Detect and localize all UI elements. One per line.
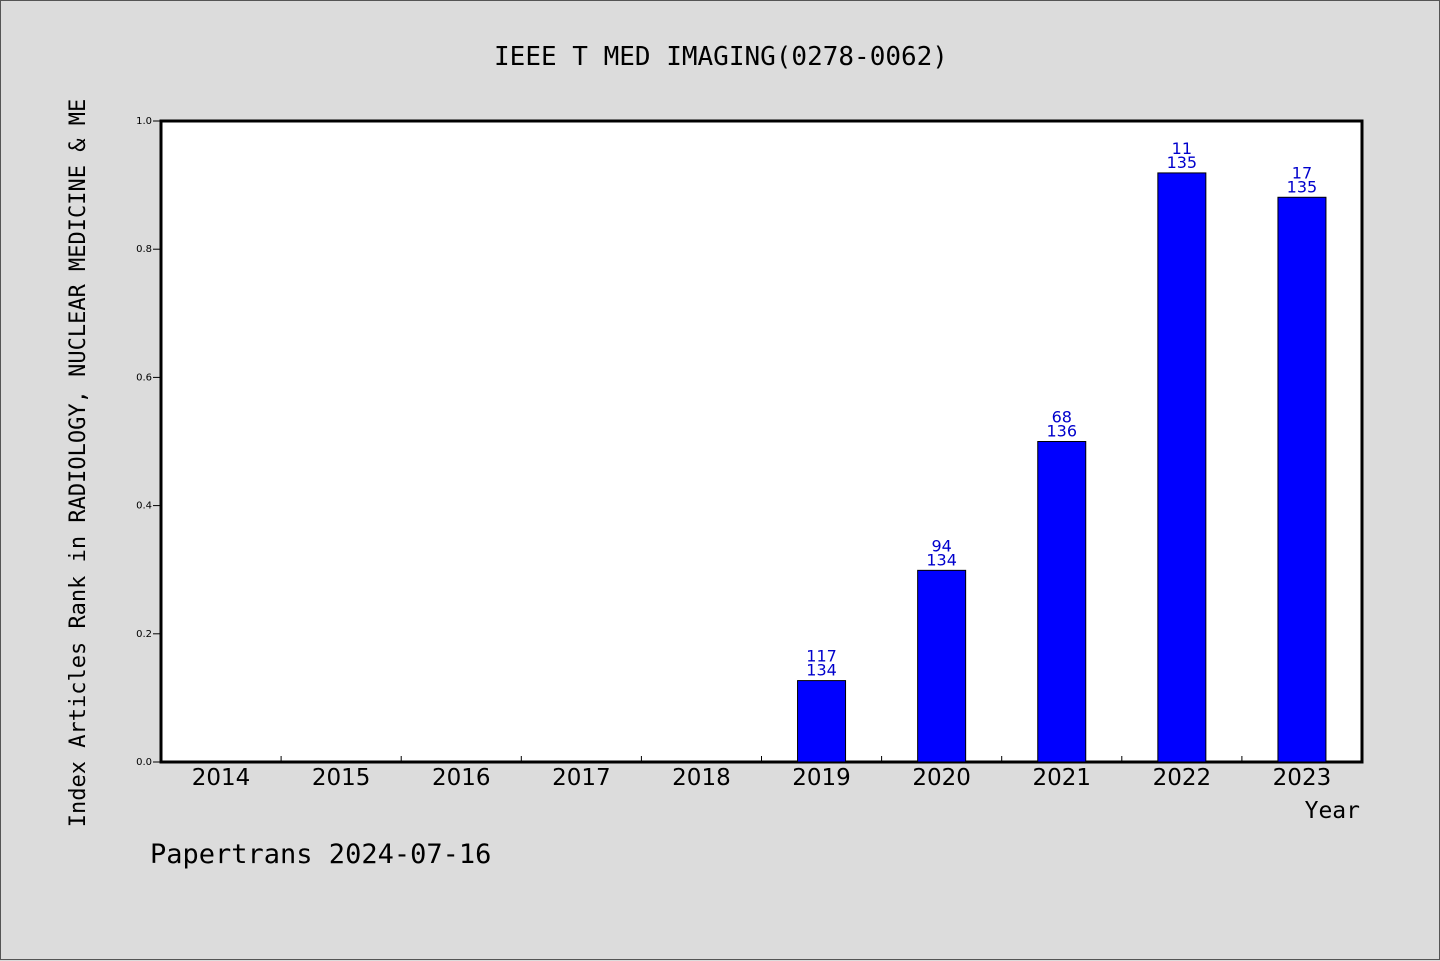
bar-rank-label: 68	[1052, 408, 1072, 427]
bar-total-label: 136	[1046, 422, 1077, 441]
y-tick-label: 0.6	[136, 372, 152, 383]
bar-rank-label: 117	[806, 647, 837, 666]
y-tick-label: 0.4	[136, 501, 152, 512]
x-tick-label: 2017	[552, 765, 611, 791]
bar-2021	[1037, 441, 1087, 763]
bar-total-label: 134	[926, 550, 957, 569]
bar-2019	[797, 680, 847, 763]
bar-total-label: 135	[1167, 153, 1198, 172]
bars-layer	[797, 172, 1327, 763]
y-tick-label: 0.2	[136, 629, 152, 640]
y-tick-label: 0.0	[136, 757, 152, 768]
x-axis-label: Year	[1305, 798, 1360, 824]
bar-2020	[917, 569, 967, 763]
bar-rank-label: 94	[931, 536, 951, 555]
x-tick-label: 2015	[312, 765, 371, 791]
y-tick-label: 1.0	[136, 116, 152, 127]
bar-total-label: 134	[806, 661, 837, 680]
y-axis-label: Index Articles Rank in RADIOLOGY, NUCLEA…	[66, 99, 91, 827]
y-tick-label: 0.8	[136, 244, 152, 255]
x-tick-label: 2019	[792, 765, 851, 791]
x-tick-label: 2022	[1153, 765, 1212, 791]
x-tick-label: 2020	[912, 765, 971, 791]
footer-credit: Papertrans 2024-07-16	[150, 839, 491, 870]
bar-total-label: 135	[1287, 177, 1318, 196]
x-axis: 2014 2015 2016 2017 2018 2019 2020 2021 2022 2023	[192, 756, 1331, 791]
x-tick-label: 2018	[672, 765, 731, 791]
y-axis: 0.0 0.2 0.4 0.6 0.8 1.0	[136, 116, 161, 768]
x-tick-label: 2016	[432, 765, 491, 791]
bar-2023	[1277, 196, 1327, 763]
bar-rank-label: 17	[1292, 163, 1312, 182]
x-tick-label: 2023	[1273, 765, 1332, 791]
bar-2022	[1157, 172, 1207, 763]
x-tick-label: 2014	[192, 765, 251, 791]
x-tick-label: 2021	[1032, 765, 1091, 791]
chart-title: IEEE T MED IMAGING(0278-0062)	[494, 42, 948, 72]
bar-rank-label: 11	[1172, 139, 1192, 158]
